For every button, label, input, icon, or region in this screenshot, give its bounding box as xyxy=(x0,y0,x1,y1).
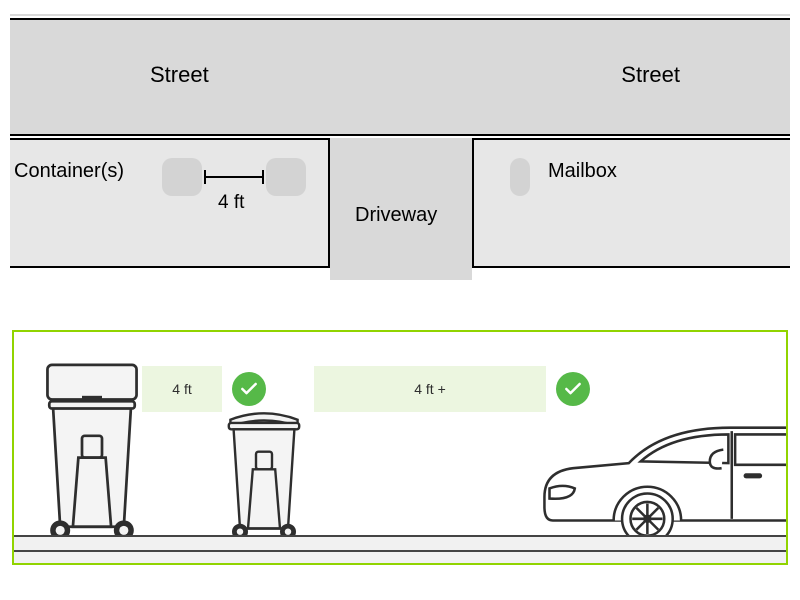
street-label-right: Street xyxy=(621,62,680,88)
ground xyxy=(14,535,786,563)
container-icon xyxy=(266,158,306,196)
spacing-label: 4 ft xyxy=(218,192,244,214)
top-plan-diagram: Street Street Container(s) Driveway Mail… xyxy=(10,10,790,280)
containers-label: Container(s) xyxy=(14,160,124,183)
spacing-bar-icon xyxy=(204,176,264,178)
spacing-label-a: 4 ft xyxy=(142,366,222,412)
checkmark-icon xyxy=(232,372,266,406)
trash-bin-closed-icon xyxy=(224,404,304,549)
mailbox-icon xyxy=(510,158,530,196)
trash-bin-open-icon xyxy=(42,359,142,549)
car-icon xyxy=(536,405,788,555)
container-placement-infographic: Street Street Container(s) Driveway Mail… xyxy=(0,0,800,600)
container-icon xyxy=(162,158,202,196)
checkmark-icon xyxy=(556,372,590,406)
bottom-elevation-diagram: 4 ft 4 ft + xyxy=(12,330,788,565)
spacing-label-b: 4 ft + xyxy=(314,366,546,412)
street-label-left: Street xyxy=(150,62,209,88)
mailbox-label: Mailbox xyxy=(548,160,617,183)
driveway-label: Driveway xyxy=(355,204,437,227)
